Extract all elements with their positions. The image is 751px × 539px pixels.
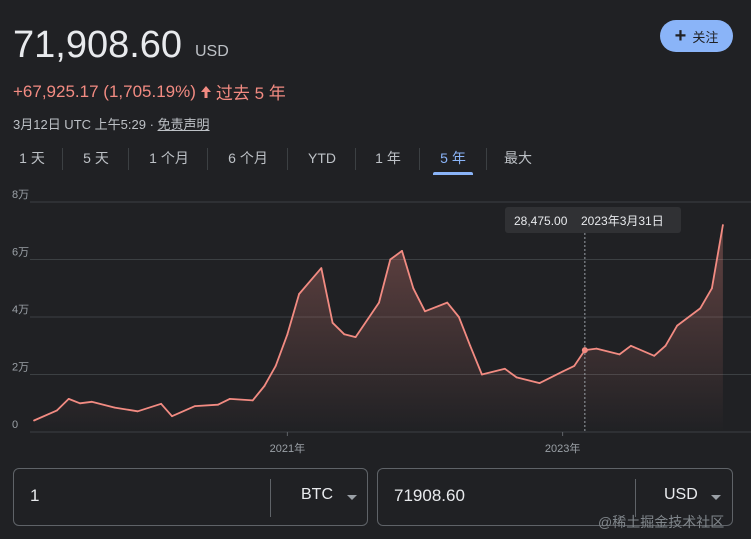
data-point bbox=[378, 301, 380, 304]
chevron-down-icon[interactable] bbox=[347, 495, 357, 500]
data-point bbox=[171, 415, 173, 418]
data-point bbox=[274, 365, 277, 367]
price-area bbox=[34, 225, 723, 432]
tab-6m[interactable]: 6 个月 bbox=[228, 150, 268, 166]
data-point bbox=[56, 409, 58, 412]
data-point bbox=[217, 403, 219, 406]
data-point bbox=[515, 376, 518, 379]
tab-5d[interactable]: 5 天 bbox=[83, 150, 109, 166]
price-value: 71,908.60 bbox=[13, 24, 183, 66]
meta-separator: · bbox=[149, 117, 154, 132]
range-tabs: 1 天 5 天 1 个月 6 个月 YTD 1 年 5 年 最大 bbox=[0, 145, 751, 177]
y-tick-label: 4万 bbox=[12, 304, 29, 316]
data-point bbox=[424, 310, 426, 313]
converter-divider bbox=[635, 479, 636, 517]
data-point bbox=[664, 344, 667, 347]
tab-divider bbox=[207, 148, 208, 170]
y-tick-label: 0 bbox=[12, 419, 18, 431]
data-point bbox=[711, 287, 713, 290]
price-currency: USD bbox=[195, 43, 229, 60]
tab-divider bbox=[287, 148, 288, 170]
tooltip-date: 2023年3月31日 bbox=[581, 214, 664, 228]
data-point bbox=[412, 287, 415, 290]
tab-max[interactable]: 最大 bbox=[504, 150, 532, 166]
data-point bbox=[320, 267, 323, 269]
y-tick-label: 2万 bbox=[12, 362, 29, 374]
data-point bbox=[33, 419, 35, 422]
data-point bbox=[286, 333, 289, 336]
y-tick-label: 8万 bbox=[12, 189, 29, 201]
data-point bbox=[113, 406, 116, 409]
x-tick-label: 2023年 bbox=[545, 441, 580, 455]
to-unit-select[interactable]: USD bbox=[664, 486, 698, 503]
data-point bbox=[595, 347, 598, 350]
tab-ytd[interactable]: YTD bbox=[308, 150, 336, 166]
data-point bbox=[618, 353, 621, 356]
data-point bbox=[504, 367, 506, 370]
data-point bbox=[722, 224, 724, 226]
converter-divider bbox=[270, 479, 271, 517]
change-period: 过去 5 年 bbox=[215, 84, 286, 103]
from-unit-select[interactable]: BTC bbox=[301, 486, 333, 503]
follow-button[interactable]: + 关注 bbox=[660, 20, 733, 52]
tab-divider bbox=[62, 148, 63, 170]
tab-5y[interactable]: 5 年 bbox=[433, 145, 473, 175]
price-chart-svg[interactable]: 0 2万 4万 6万 8万 2021年 2023年 28,475.00 2023年3月31日 bbox=[0, 185, 751, 460]
watermark: @稀土掘金技术社区 bbox=[598, 514, 725, 530]
x-tick-label: 2021年 bbox=[270, 441, 305, 455]
data-point bbox=[160, 402, 163, 405]
data-point bbox=[481, 373, 483, 376]
data-point bbox=[354, 336, 357, 338]
tab-divider bbox=[419, 148, 420, 170]
data-point bbox=[67, 398, 70, 400]
follow-label: 关注 bbox=[692, 29, 719, 45]
data-point bbox=[343, 333, 346, 336]
from-amount-input[interactable]: 1 bbox=[30, 486, 40, 505]
converter-from: 1 BTC bbox=[13, 468, 368, 526]
data-point bbox=[298, 293, 300, 295]
tab-divider bbox=[486, 148, 487, 170]
data-point bbox=[538, 382, 541, 384]
chevron-down-icon[interactable] bbox=[711, 495, 721, 500]
price-chart[interactable]: 0 2万 4万 6万 8万 2021年 2023年 28,475.00 2023年3月31日 bbox=[0, 185, 751, 460]
tab-1y[interactable]: 1 年 bbox=[375, 150, 401, 166]
data-point bbox=[469, 344, 472, 347]
data-point bbox=[331, 321, 334, 324]
plus-icon: + bbox=[674, 25, 687, 47]
data-point bbox=[79, 402, 81, 405]
data-point bbox=[446, 301, 449, 304]
timestamp: 3月12日 UTC 上午5:29 bbox=[13, 117, 146, 132]
to-amount-input[interactable]: 71908.60 bbox=[394, 486, 465, 505]
tab-divider bbox=[355, 148, 356, 170]
data-point bbox=[458, 316, 460, 318]
price-change: +67,925.17 (1,705.19%) 过去 5 年 bbox=[13, 79, 286, 104]
converter-to: 71908.60 USD bbox=[377, 468, 733, 526]
tab-1d[interactable]: 1 天 bbox=[19, 150, 45, 166]
tab-divider bbox=[128, 148, 129, 170]
data-point bbox=[251, 399, 254, 402]
arrow-up-icon bbox=[200, 85, 211, 98]
data-point bbox=[573, 365, 576, 367]
y-tick-label: 6万 bbox=[12, 247, 29, 259]
tooltip-value: 28,475.00 bbox=[514, 214, 568, 228]
data-point bbox=[194, 405, 196, 407]
tab-1m[interactable]: 1 个月 bbox=[149, 150, 189, 166]
data-point bbox=[401, 250, 403, 252]
data-point bbox=[263, 385, 266, 387]
data-point bbox=[136, 410, 139, 413]
data-point bbox=[228, 398, 231, 400]
data-point bbox=[90, 400, 93, 403]
data-point bbox=[630, 344, 632, 347]
data-point bbox=[653, 354, 656, 357]
data-point bbox=[676, 324, 679, 327]
change-value: +67,925.17 (1,705.19%) bbox=[13, 81, 196, 101]
timestamp-row: 3月12日 UTC 上午5:29 · 免责声明 bbox=[13, 114, 210, 133]
data-point bbox=[389, 258, 392, 261]
chart-tooltip bbox=[505, 207, 681, 233]
crosshair-point bbox=[581, 347, 588, 354]
disclaimer-link[interactable]: 免责声明 bbox=[157, 117, 210, 132]
data-point bbox=[699, 307, 702, 310]
data-point bbox=[561, 370, 564, 373]
